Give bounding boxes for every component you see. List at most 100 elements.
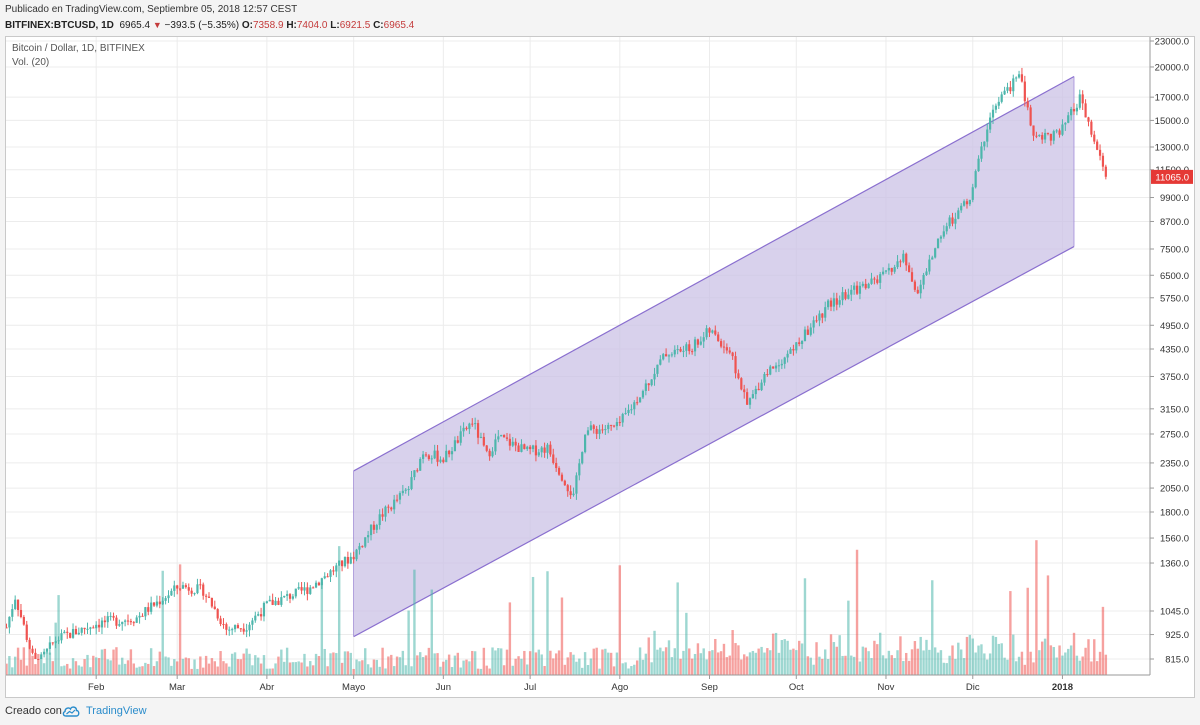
volume-bar <box>248 653 251 675</box>
volume-bar <box>303 653 306 675</box>
candle-body <box>876 279 879 283</box>
candle-body <box>213 606 216 610</box>
candle-body <box>11 609 14 617</box>
candle-body <box>474 423 477 425</box>
candle-body <box>682 350 685 352</box>
candle-body <box>774 365 778 369</box>
candle-body <box>847 294 850 299</box>
volume-bar <box>60 666 63 675</box>
volume-bar <box>1095 661 1099 675</box>
volume-bar <box>554 653 558 675</box>
candle-body <box>459 431 462 443</box>
volume-bar <box>1035 540 1038 675</box>
candle-body <box>546 444 549 453</box>
candle-body <box>916 289 919 294</box>
candle-body <box>242 628 245 632</box>
volume-bar <box>826 659 830 675</box>
candle-body <box>300 587 303 591</box>
candle-body <box>1101 155 1105 167</box>
tradingview-cloud-icon[interactable] <box>62 704 80 718</box>
candle-body <box>514 441 517 446</box>
candle-body <box>520 444 523 452</box>
candle-body <box>824 307 827 318</box>
volume-bar <box>850 655 853 675</box>
candle-body <box>939 236 943 239</box>
candle-body <box>228 629 231 631</box>
price-tick-label: 3750.0 <box>1160 372 1189 383</box>
price-tick-label: 1360.0 <box>1160 559 1189 570</box>
volume-bar <box>381 647 384 675</box>
price-tick-label: 2350.0 <box>1160 458 1189 469</box>
candle-body <box>74 629 78 635</box>
volume-bar <box>309 661 312 675</box>
candle-body <box>653 373 656 380</box>
volume-bar <box>77 665 81 675</box>
volume-bar <box>51 661 54 675</box>
open-label: O: <box>241 20 253 31</box>
candle-body <box>543 447 546 453</box>
candle-body <box>971 187 974 200</box>
candle-body <box>989 117 992 130</box>
candle-body <box>1046 132 1050 134</box>
price-tick-label: 23000.0 <box>1155 37 1189 48</box>
candle-body <box>1015 77 1018 79</box>
candle-body <box>899 261 902 263</box>
candle-body <box>89 627 92 629</box>
price-tick-label: 3150.0 <box>1160 404 1189 415</box>
volume-bar <box>766 648 769 675</box>
volume-label: Vol. (20) <box>12 57 49 68</box>
volume-bar <box>6 663 8 675</box>
candle-body <box>1067 115 1070 123</box>
candle-body <box>202 584 205 596</box>
candle-body <box>1043 132 1047 140</box>
volume-bar <box>390 654 393 675</box>
volume-bar <box>202 667 205 675</box>
volume-bar <box>1098 651 1102 675</box>
candle-body <box>670 354 673 356</box>
volume-bar <box>679 658 682 675</box>
candle-body <box>829 300 833 307</box>
price-chart[interactable]: 23000.020000.017000.015000.013000.011500… <box>6 37 1194 697</box>
volume-bar <box>488 668 491 675</box>
candle-body <box>118 624 121 626</box>
candle-body <box>511 441 514 446</box>
volume-bar <box>1049 645 1053 675</box>
chart-panel[interactable]: 23000.020000.017000.015000.013000.011500… <box>5 36 1195 698</box>
volume-bar <box>690 658 694 675</box>
candle-body <box>349 556 352 564</box>
candle-body <box>482 436 485 446</box>
tradingview-link[interactable]: TradingView <box>86 705 147 717</box>
candle-body <box>176 585 179 589</box>
candle-body <box>97 624 101 628</box>
candle-body <box>905 253 908 266</box>
candle-body <box>948 217 951 227</box>
price-tick-label: 4950.0 <box>1160 321 1189 332</box>
volume-bar <box>343 651 347 675</box>
volume-bar <box>193 659 196 675</box>
volume-bar <box>896 650 899 675</box>
candle-body <box>479 436 483 438</box>
candle-body <box>803 329 807 341</box>
last-price-label: 11065.0 <box>1155 172 1189 183</box>
candle-body <box>31 648 34 653</box>
volume-bar <box>471 650 474 675</box>
volume-bar <box>239 659 243 675</box>
volume-bar <box>1023 664 1027 675</box>
volume-bar <box>780 640 784 675</box>
volume-bar <box>430 589 433 675</box>
volume-bar <box>352 668 355 675</box>
volume-bar <box>329 653 332 675</box>
candle-body <box>271 599 274 605</box>
candle-body <box>908 265 911 273</box>
close-value: 6965.4 <box>383 20 415 31</box>
candle-body <box>1006 87 1009 91</box>
volume-bar <box>100 649 104 675</box>
volume-bar <box>416 655 419 675</box>
candle-body <box>601 429 604 431</box>
time-tick-label: Nov <box>878 682 895 693</box>
volume-bar <box>624 662 627 675</box>
candle-body <box>584 434 587 453</box>
candle-body <box>239 628 242 630</box>
candle-body <box>696 339 700 345</box>
volume-bar <box>335 653 338 675</box>
